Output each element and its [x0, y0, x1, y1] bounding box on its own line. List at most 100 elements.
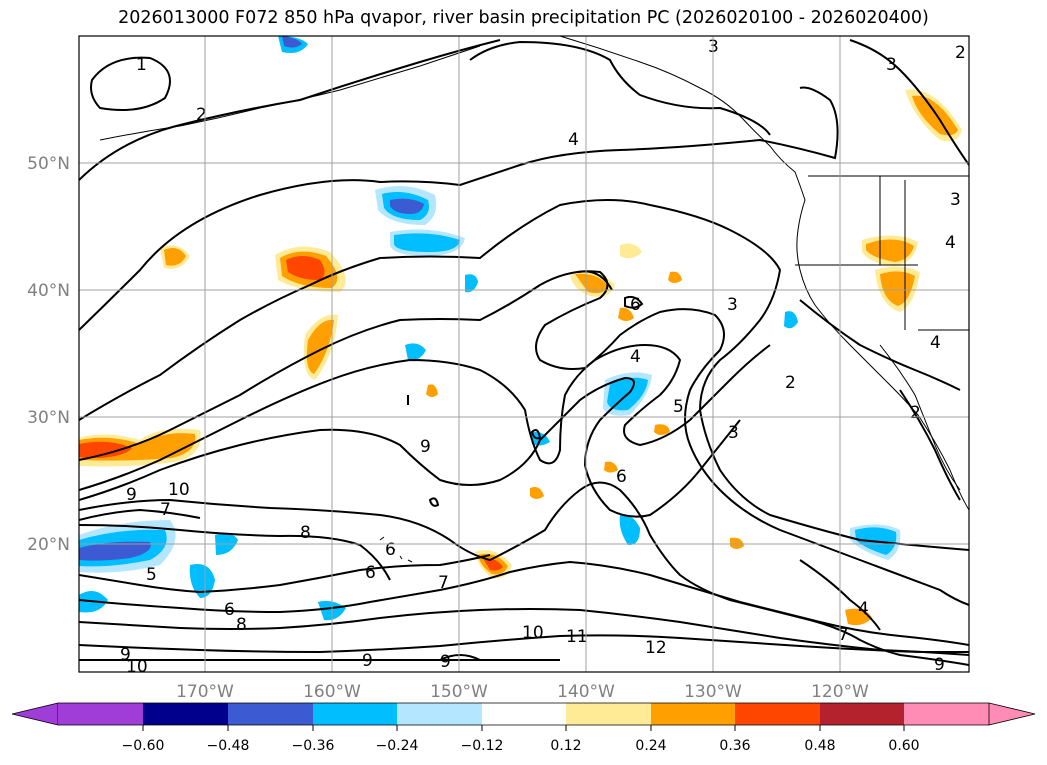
lon-label: 150°W — [430, 682, 488, 702]
colorbar-outline — [58, 702, 989, 726]
positive-anomaly-blob — [880, 271, 915, 306]
contour-label: 10 — [522, 623, 544, 643]
positive-anomaly-blob — [654, 424, 670, 435]
contour-label: 3 — [727, 295, 738, 315]
contour-line — [577, 270, 613, 291]
negative-anomaly-blob — [784, 311, 798, 329]
positive-anomaly-blob — [575, 273, 608, 294]
contour-label: 9 — [420, 437, 431, 457]
precip-shading — [79, 36, 962, 626]
lon-label: 120°W — [811, 682, 869, 702]
positive-anomaly-blob — [866, 239, 914, 262]
lat-label: 40°N — [27, 281, 70, 301]
colorbar-tick-labels: −0.60 −0.48 −0.36 −0.24 −0.12 0.12 0.24 … — [122, 738, 920, 754]
contour-label: 2 — [196, 105, 207, 125]
contour-line — [79, 508, 201, 521]
contour-line — [79, 376, 741, 518]
contour-label: 9 — [934, 655, 945, 675]
contour-line — [79, 199, 969, 551]
contour-line — [530, 429, 542, 440]
contour-label: 3 — [728, 423, 739, 443]
contour-label: 2 — [785, 373, 796, 393]
contour-label: 3 — [886, 55, 897, 75]
contour-label: 9 — [362, 651, 373, 671]
contour-label: 8 — [300, 523, 311, 543]
negative-anomaly-blob — [79, 541, 151, 561]
contour-line — [799, 559, 881, 631]
negative-anomaly-blob — [282, 36, 302, 48]
colorbar-segment — [482, 703, 566, 725]
negative-anomaly-blob — [394, 233, 460, 252]
positive-anomaly-blob — [286, 256, 325, 280]
contour-label: 4 — [858, 599, 869, 619]
hawaii-islands — [379, 536, 413, 563]
contour-label: 4 — [630, 347, 641, 367]
positive-anomaly-blob — [620, 243, 642, 259]
negative-anomaly-blob — [390, 198, 424, 214]
colorbar-segment — [397, 703, 482, 725]
contour-label: 7 — [438, 573, 449, 593]
contour-line — [79, 39, 501, 181]
colorbar-tick-label: 0.48 — [804, 738, 835, 754]
lon-label: 140°W — [557, 682, 615, 702]
colorbar-tick-label: −0.12 — [461, 738, 504, 754]
colorbar-extend-high — [988, 702, 1036, 726]
lat-label: 20°N — [27, 535, 70, 555]
contour-line — [624, 295, 644, 309]
lon-label: 160°W — [303, 682, 361, 702]
lat-labels: 50°N 40°N 30°N 20°N — [27, 154, 70, 555]
contour-label: 2 — [955, 43, 966, 63]
contour-line — [79, 560, 969, 646]
contour-line — [79, 634, 969, 654]
colorbar-segment — [313, 703, 397, 725]
colorbar-segment — [651, 703, 735, 725]
contour-line — [79, 270, 969, 606]
contour-label: 6 — [224, 600, 235, 620]
contour-label: 4 — [930, 333, 941, 353]
negative-anomaly-blob — [619, 514, 640, 546]
negative-anomaly-blob — [465, 274, 478, 293]
contour-line — [469, 40, 771, 136]
contour-line — [79, 608, 969, 656]
positive-anomaly-blob — [668, 271, 682, 283]
contour-label: 4 — [568, 130, 579, 150]
positive-anomaly-blob — [618, 307, 634, 321]
colorbar-tick-label: −0.60 — [122, 738, 165, 754]
colorbar-segment — [820, 703, 904, 725]
lat-label: 30°N — [27, 408, 70, 428]
contour-line — [899, 389, 961, 501]
colorbar-ticks — [142, 725, 905, 731]
positive-anomaly-blob — [426, 384, 438, 397]
lon-label: 170°W — [176, 682, 234, 702]
contour-label: 9 — [440, 652, 451, 672]
positive-anomaly-blob — [912, 95, 958, 136]
negative-anomaly-blob — [405, 343, 426, 361]
contour-label: 6 — [365, 563, 376, 583]
colorbar: −0.60 −0.48 −0.36 −0.24 −0.12 0.12 0.24 … — [11, 702, 1036, 754]
map-title: 2026013000 F072 850 hPa qvapor, river ba… — [118, 8, 929, 28]
contour-label: 8 — [236, 615, 247, 635]
contour-label: 9 — [120, 645, 131, 665]
colorbar-tick-label: 0.24 — [635, 738, 666, 754]
colorbar-tick-label: 0.60 — [888, 738, 919, 754]
colorbar-segment — [566, 703, 651, 725]
contour-label: 10 — [168, 480, 190, 500]
colorbar-tick-label: −0.36 — [292, 738, 335, 754]
contour-label: 10 — [126, 657, 148, 677]
lat-label: 50°N — [27, 154, 70, 174]
colorbar-segment — [58, 703, 143, 725]
positive-anomaly-blob — [306, 319, 334, 374]
colorbar-extend-low — [11, 702, 59, 726]
colorbar-tick-label: −0.24 — [376, 738, 419, 754]
colorbar-segment — [143, 703, 228, 725]
contour-label: 6 — [616, 467, 627, 487]
contour-line — [439, 654, 481, 661]
contour-line — [79, 86, 839, 331]
contour-label: 9 — [126, 485, 137, 505]
contour-line — [79, 481, 969, 666]
positive-anomaly-blob — [730, 537, 744, 549]
lon-label: 130°W — [684, 682, 742, 702]
contour-label: 3 — [950, 190, 961, 210]
colorbar-tick-label: −0.48 — [207, 738, 250, 754]
